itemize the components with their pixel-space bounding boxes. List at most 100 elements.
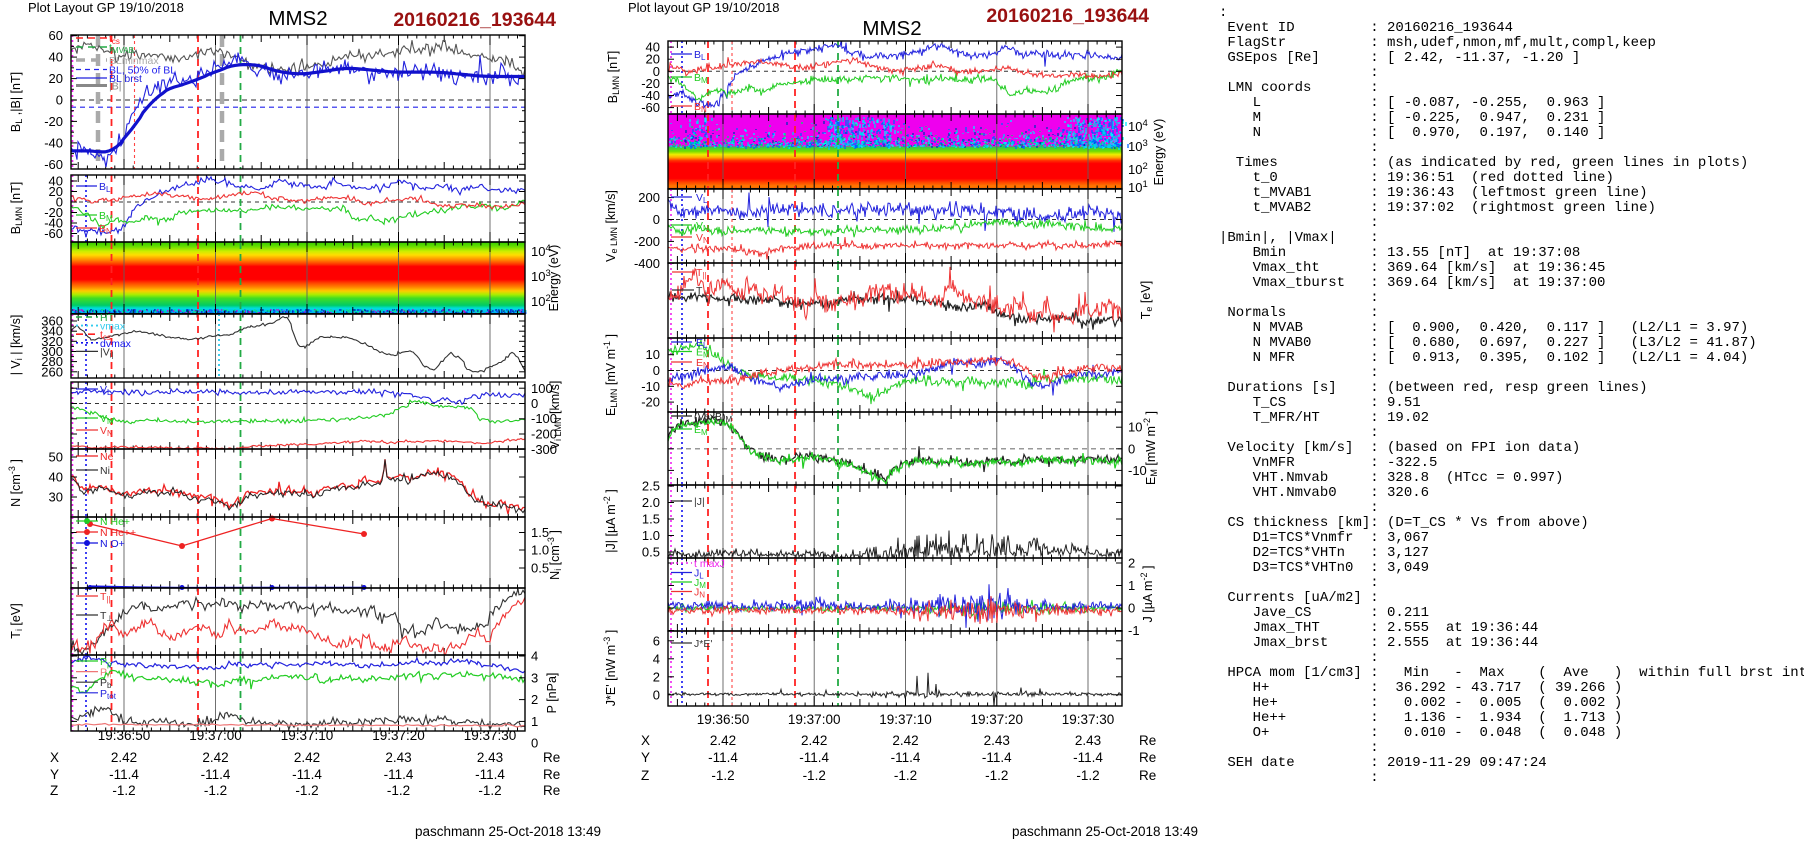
svg-text:20: 20 <box>49 184 63 199</box>
svg-text:N He+: N He+ <box>100 516 130 528</box>
svg-text:20160216_193644: 20160216_193644 <box>986 5 1149 27</box>
svg-text:BL ,|B| [nT]: BL ,|B| [nT] <box>9 72 24 132</box>
svg-text:-40: -40 <box>44 216 63 231</box>
svg-text:VL: VL <box>100 384 112 397</box>
svg-text:0: 0 <box>653 363 660 378</box>
svg-text:X: X <box>641 733 650 748</box>
svg-text:-200: -200 <box>531 427 557 442</box>
svg-text:104: 104 <box>1128 118 1148 134</box>
svg-text:20160216_193644: 20160216_193644 <box>393 9 556 31</box>
svg-text:-20: -20 <box>641 395 660 410</box>
svg-text:340: 340 <box>41 324 63 339</box>
svg-text:260: 260 <box>41 364 63 379</box>
svg-text:19:36:50: 19:36:50 <box>98 728 151 743</box>
svg-text:Z: Z <box>50 783 58 798</box>
svg-text:-11.4: -11.4 <box>384 767 414 782</box>
svg-text:Energy (eV): Energy (eV) <box>1152 119 1166 186</box>
svg-text:19:37:00: 19:37:00 <box>788 712 841 727</box>
svg-text:1.0: 1.0 <box>531 543 549 558</box>
svg-text:T⊥: T⊥ <box>100 610 113 623</box>
svg-text:-20: -20 <box>44 114 63 129</box>
svg-text:-60: -60 <box>641 100 660 115</box>
svg-text:MMS2: MMS2 <box>862 17 921 40</box>
svg-text:0: 0 <box>653 64 660 79</box>
svg-text:BM: BM <box>694 72 708 85</box>
svg-text:BL brst: BL brst <box>109 73 142 85</box>
svg-text:40: 40 <box>49 50 63 65</box>
svg-text:T⊥: T⊥ <box>696 285 709 298</box>
svg-text:-11.4: -11.4 <box>292 767 322 782</box>
svg-text:Vi LMN [km/s]: Vi LMN [km/s] <box>548 381 563 450</box>
svg-text:102: 102 <box>1128 161 1148 177</box>
svg-text:-11.4: -11.4 <box>708 750 738 765</box>
svg-text:t maxJ: t maxJ <box>694 558 725 570</box>
svg-text:|Vi|: |Vi| <box>100 346 114 359</box>
svg-text:0: 0 <box>1128 601 1135 616</box>
svg-text:-400: -400 <box>634 256 660 271</box>
svg-text:JN: JN <box>694 587 705 600</box>
svg-text:| Vi | [km/s]: | Vi | [km/s] <box>9 315 24 376</box>
svg-text:dvmax: dvmax <box>100 338 132 350</box>
svg-text:EM: EM <box>696 347 710 360</box>
svg-text:30: 30 <box>49 490 63 505</box>
svg-text:-1.2: -1.2 <box>112 783 135 798</box>
svg-text:2.42: 2.42 <box>801 733 827 748</box>
svg-text:Ne: Ne <box>100 451 114 463</box>
svg-text:-11.4: -11.4 <box>1073 750 1103 765</box>
svg-text:320: 320 <box>41 334 63 349</box>
svg-text:T||: T|| <box>100 591 111 604</box>
svg-text:200: 200 <box>638 190 660 205</box>
svg-text:0: 0 <box>653 212 660 227</box>
svg-text:BLMN [nT]: BLMN [nT] <box>606 51 621 103</box>
svg-text:Ve LMN [km/s]: Ve LMN [km/s] <box>604 190 619 262</box>
svg-text:(VexB)M: (VexB)M <box>694 411 733 424</box>
svg-text:BLMN [nT]: BLMN [nT] <box>9 182 24 234</box>
svg-text:Energy (eV): Energy (eV) <box>547 245 561 312</box>
svg-text:Re: Re <box>1139 750 1156 765</box>
svg-text:BL: BL <box>99 181 111 194</box>
svg-text:-1.2: -1.2 <box>985 768 1008 783</box>
svg-text:2.43: 2.43 <box>385 750 411 765</box>
svg-text:N O+: N O+ <box>100 538 125 550</box>
svg-text:4: 4 <box>653 651 660 666</box>
svg-text:P [nPa]: P [nPa] <box>545 673 559 714</box>
svg-text:Ptot: Ptot <box>100 688 117 701</box>
svg-text:2.5: 2.5 <box>642 479 660 494</box>
svg-text:Z: Z <box>641 768 649 783</box>
svg-text:19:37:30: 19:37:30 <box>464 728 517 743</box>
svg-text:2.43: 2.43 <box>1075 733 1101 748</box>
svg-text:Re: Re <box>543 750 560 765</box>
svg-text:1.0: 1.0 <box>642 528 660 543</box>
svg-text:ELMN [mV m-1 ]: ELMN [mV m-1 ] <box>602 334 619 416</box>
svg-text:|J|: |J| <box>694 496 705 508</box>
svg-text:-200: -200 <box>634 234 660 249</box>
svg-text:1: 1 <box>531 714 538 729</box>
svg-text:2.0: 2.0 <box>642 495 660 510</box>
svg-text:Re: Re <box>543 783 560 798</box>
svg-text:-1.2: -1.2 <box>894 768 917 783</box>
svg-text:19:37:20: 19:37:20 <box>971 712 1024 727</box>
svg-text:0: 0 <box>1128 441 1135 456</box>
svg-text:20: 20 <box>49 71 63 86</box>
svg-text:2: 2 <box>531 692 538 707</box>
svg-text:X: X <box>50 750 59 765</box>
svg-text:0.5: 0.5 <box>531 561 549 576</box>
svg-text:60: 60 <box>49 28 63 43</box>
svg-text:VL: VL <box>696 192 708 205</box>
svg-text:-60: -60 <box>44 226 63 241</box>
svg-text:50: 50 <box>49 450 63 465</box>
svg-text:Pp: Pp <box>100 656 112 669</box>
svg-text:280: 280 <box>41 354 63 369</box>
svg-text:-10: -10 <box>641 379 660 394</box>
svg-text:3: 3 <box>531 670 538 685</box>
svg-text:19:36:50: 19:36:50 <box>697 712 750 727</box>
svg-text:Plot Layout GP 19/10/2018: Plot Layout GP 19/10/2018 <box>28 0 184 15</box>
svg-text:-11.4: -11.4 <box>799 750 829 765</box>
svg-text:VN: VN <box>696 232 709 245</box>
svg-text:MMS2: MMS2 <box>268 7 327 30</box>
svg-text:-1: -1 <box>1128 623 1140 638</box>
svg-text:6: 6 <box>653 633 660 648</box>
svg-text:BM: BM <box>99 210 113 223</box>
svg-text:|B|: |B| <box>109 81 121 93</box>
svg-text:-11.4: -11.4 <box>982 750 1012 765</box>
